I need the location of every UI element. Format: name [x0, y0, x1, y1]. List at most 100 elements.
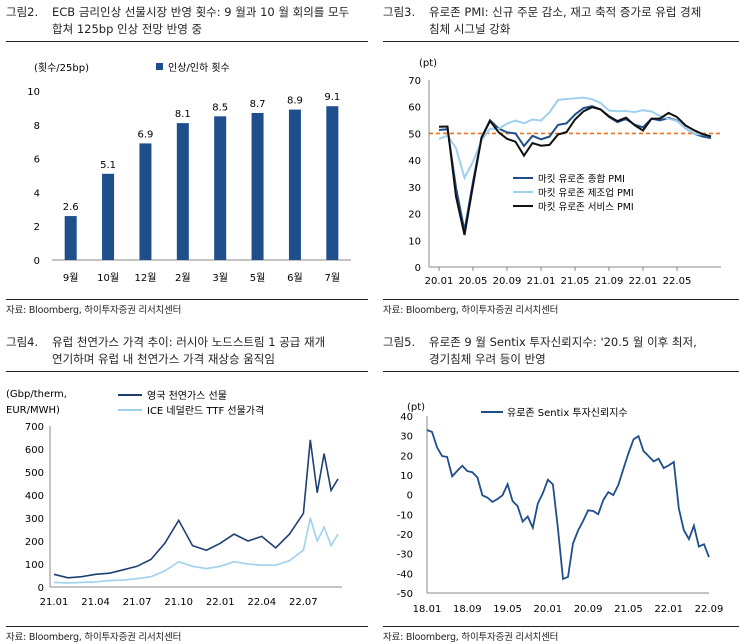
- legend-label: 마킷 유로존 서비스 PMI: [538, 201, 634, 213]
- series-line: [438, 106, 712, 236]
- data-label: 2.6: [63, 202, 79, 213]
- legend-label: ICE 네덜란드 TTF 선물가격: [147, 404, 264, 417]
- y-tick-label: 10: [27, 87, 40, 98]
- x-tick-label: 20.05: [459, 276, 488, 287]
- y-axis-unit-label: (pt): [419, 58, 437, 69]
- figure3-title: 그림3. 유로존 PMI: 신규 주문 감소, 재고 축적 증가로 유럽 경제 …: [383, 4, 743, 40]
- bar: [102, 173, 115, 260]
- y-tick-label: 40: [400, 412, 413, 423]
- figure-title-line: ECB 금리인상 선물시장 반영 횟수: 9 월과 10 월 회의를 모두: [52, 5, 350, 19]
- figure-title-line: 유로존 PMI: 신규 주문 감소, 재고 축적 증가로 유럽 경제: [429, 5, 702, 19]
- x-tick-label: 22.05: [663, 276, 692, 287]
- x-tick-label: 21.05: [614, 604, 643, 612]
- bar: [251, 112, 264, 260]
- x-tick-label: 18.09: [453, 604, 482, 612]
- legend-label: 마킷 유로존 제조업 PMI: [538, 187, 634, 199]
- data-label: 8.9: [287, 96, 303, 107]
- series-line: [53, 517, 339, 584]
- y-tick-label: 0: [34, 256, 40, 267]
- x-tick-label: 12월: [134, 272, 156, 284]
- legend-label: 유로존 Sentix 투자신뢰지수: [507, 407, 628, 419]
- figure4-title: 그림4. 유럽 천연가스 가격 추이: 러시아 노드스트림 1 공급 재개 연기…: [6, 334, 374, 370]
- series-line: [53, 439, 339, 579]
- y-tick-label: 4: [34, 188, 40, 199]
- y-tick-label: 60: [408, 103, 421, 114]
- y-axis-unit-label: (pt): [407, 402, 425, 413]
- y-tick-label: 8: [34, 121, 40, 132]
- series-line: [426, 429, 710, 581]
- bar: [214, 116, 227, 260]
- x-tick-label: 22.01: [629, 276, 658, 287]
- data-label: 8.1: [175, 109, 191, 120]
- bar: [288, 109, 301, 260]
- y-tick-label: -30: [397, 550, 413, 561]
- x-tick-label: 5월: [250, 272, 266, 284]
- source-rule: [6, 626, 368, 627]
- y-tick-label: 200: [25, 537, 44, 548]
- legend-label: 인상/인하 횟수: [168, 61, 230, 74]
- legend-label: 영국 천연가스 선물: [147, 390, 227, 402]
- y-tick-label: 50: [408, 129, 421, 140]
- y-axis-unit-label: EUR/MWH): [6, 405, 60, 416]
- y-tick-label: 0: [415, 263, 421, 274]
- data-label: 9.1: [324, 92, 340, 103]
- y-tick-label: 400: [25, 491, 44, 502]
- source-rule: [6, 299, 368, 300]
- source-note: 자료: Bloomberg, 하이투자증권 리서치센터: [383, 305, 559, 316]
- y-tick-label: -20: [397, 530, 413, 541]
- legend-swatch: [156, 63, 163, 70]
- x-tick-label: 6월: [287, 272, 303, 284]
- source-rule: [383, 299, 739, 300]
- y-axis-unit-label: (횟수/25bp): [34, 62, 89, 74]
- x-tick-label: 21.09: [595, 276, 624, 287]
- y-tick-label: 700: [25, 422, 44, 433]
- figure-title-line: 연기하며 유럽 내 천연가스 가격 재상승 움직임: [52, 352, 275, 366]
- x-tick-label: 21.05: [561, 276, 590, 287]
- source-note: 자료: Bloomberg, 하이투자증권 리서치센터: [6, 305, 182, 316]
- data-label: 5.1: [100, 160, 116, 171]
- bar: [176, 123, 189, 260]
- x-tick-label: 20.09: [493, 276, 522, 287]
- y-tick-label: 100: [25, 560, 44, 571]
- bar: [326, 106, 339, 261]
- x-tick-label: 9월: [63, 272, 79, 284]
- figure-number: 그림4.: [6, 335, 39, 349]
- figure-title-line: 유로존 9 월 Sentix 투자신뢰지수: '20.5 월 이후 최저,: [429, 335, 697, 349]
- source-note: 자료: Bloomberg, 하이투자증권 리서치센터: [383, 632, 559, 643]
- y-tick-label: 300: [25, 514, 44, 525]
- y-tick-label: 0: [38, 583, 44, 594]
- data-label: 8.5: [212, 102, 228, 113]
- y-tick-label: 10: [400, 471, 413, 482]
- x-tick-label: 3월: [212, 272, 228, 284]
- bar: [64, 216, 77, 260]
- figure2-title: 그림2. ECB 금리인상 선물시장 반영 횟수: 9 월과 10 월 회의를 …: [6, 4, 374, 40]
- y-tick-label: 20: [408, 210, 421, 221]
- x-tick-label: 21.10: [164, 597, 193, 608]
- bar: [139, 143, 152, 260]
- y-tick-label: 2: [34, 222, 40, 233]
- figure-title-line: 침체 시그널 강화: [429, 22, 511, 36]
- x-tick-label: 22.01: [654, 604, 683, 612]
- y-tick-label: -50: [397, 589, 413, 600]
- x-tick-label: 7월: [325, 272, 341, 284]
- figure5-title: 그림5. 유로존 9 월 Sentix 투자신뢰지수: '20.5 월 이후 최…: [383, 334, 743, 370]
- figure-title-line: 경기침체 우려 등이 반영: [429, 352, 546, 366]
- x-tick-label: 20.09: [574, 604, 603, 612]
- figure-title-line: 유럽 천연가스 가격 추이: 러시아 노드스트림 1 공급 재개: [52, 335, 326, 349]
- title-rule: [6, 41, 368, 42]
- y-tick-label: 6: [34, 155, 40, 166]
- y-axis-unit-label: (Gbp/therm,: [6, 389, 67, 400]
- x-tick-label: 22.01: [206, 597, 235, 608]
- x-tick-label: 18.01: [413, 604, 442, 612]
- figure-number: 그림2.: [6, 5, 39, 19]
- y-tick-label: 10: [408, 236, 421, 247]
- y-tick-label: -40: [397, 569, 413, 580]
- source-note: 자료: Bloomberg, 하이투자증권 리서치센터: [6, 632, 182, 643]
- title-rule: [383, 41, 739, 42]
- figure-number: 그림5.: [383, 335, 416, 349]
- x-tick-label: 22.09: [695, 604, 724, 612]
- source-rule: [383, 626, 739, 627]
- x-tick-label: 22.04: [247, 597, 276, 608]
- x-tick-label: 21.01: [40, 597, 69, 608]
